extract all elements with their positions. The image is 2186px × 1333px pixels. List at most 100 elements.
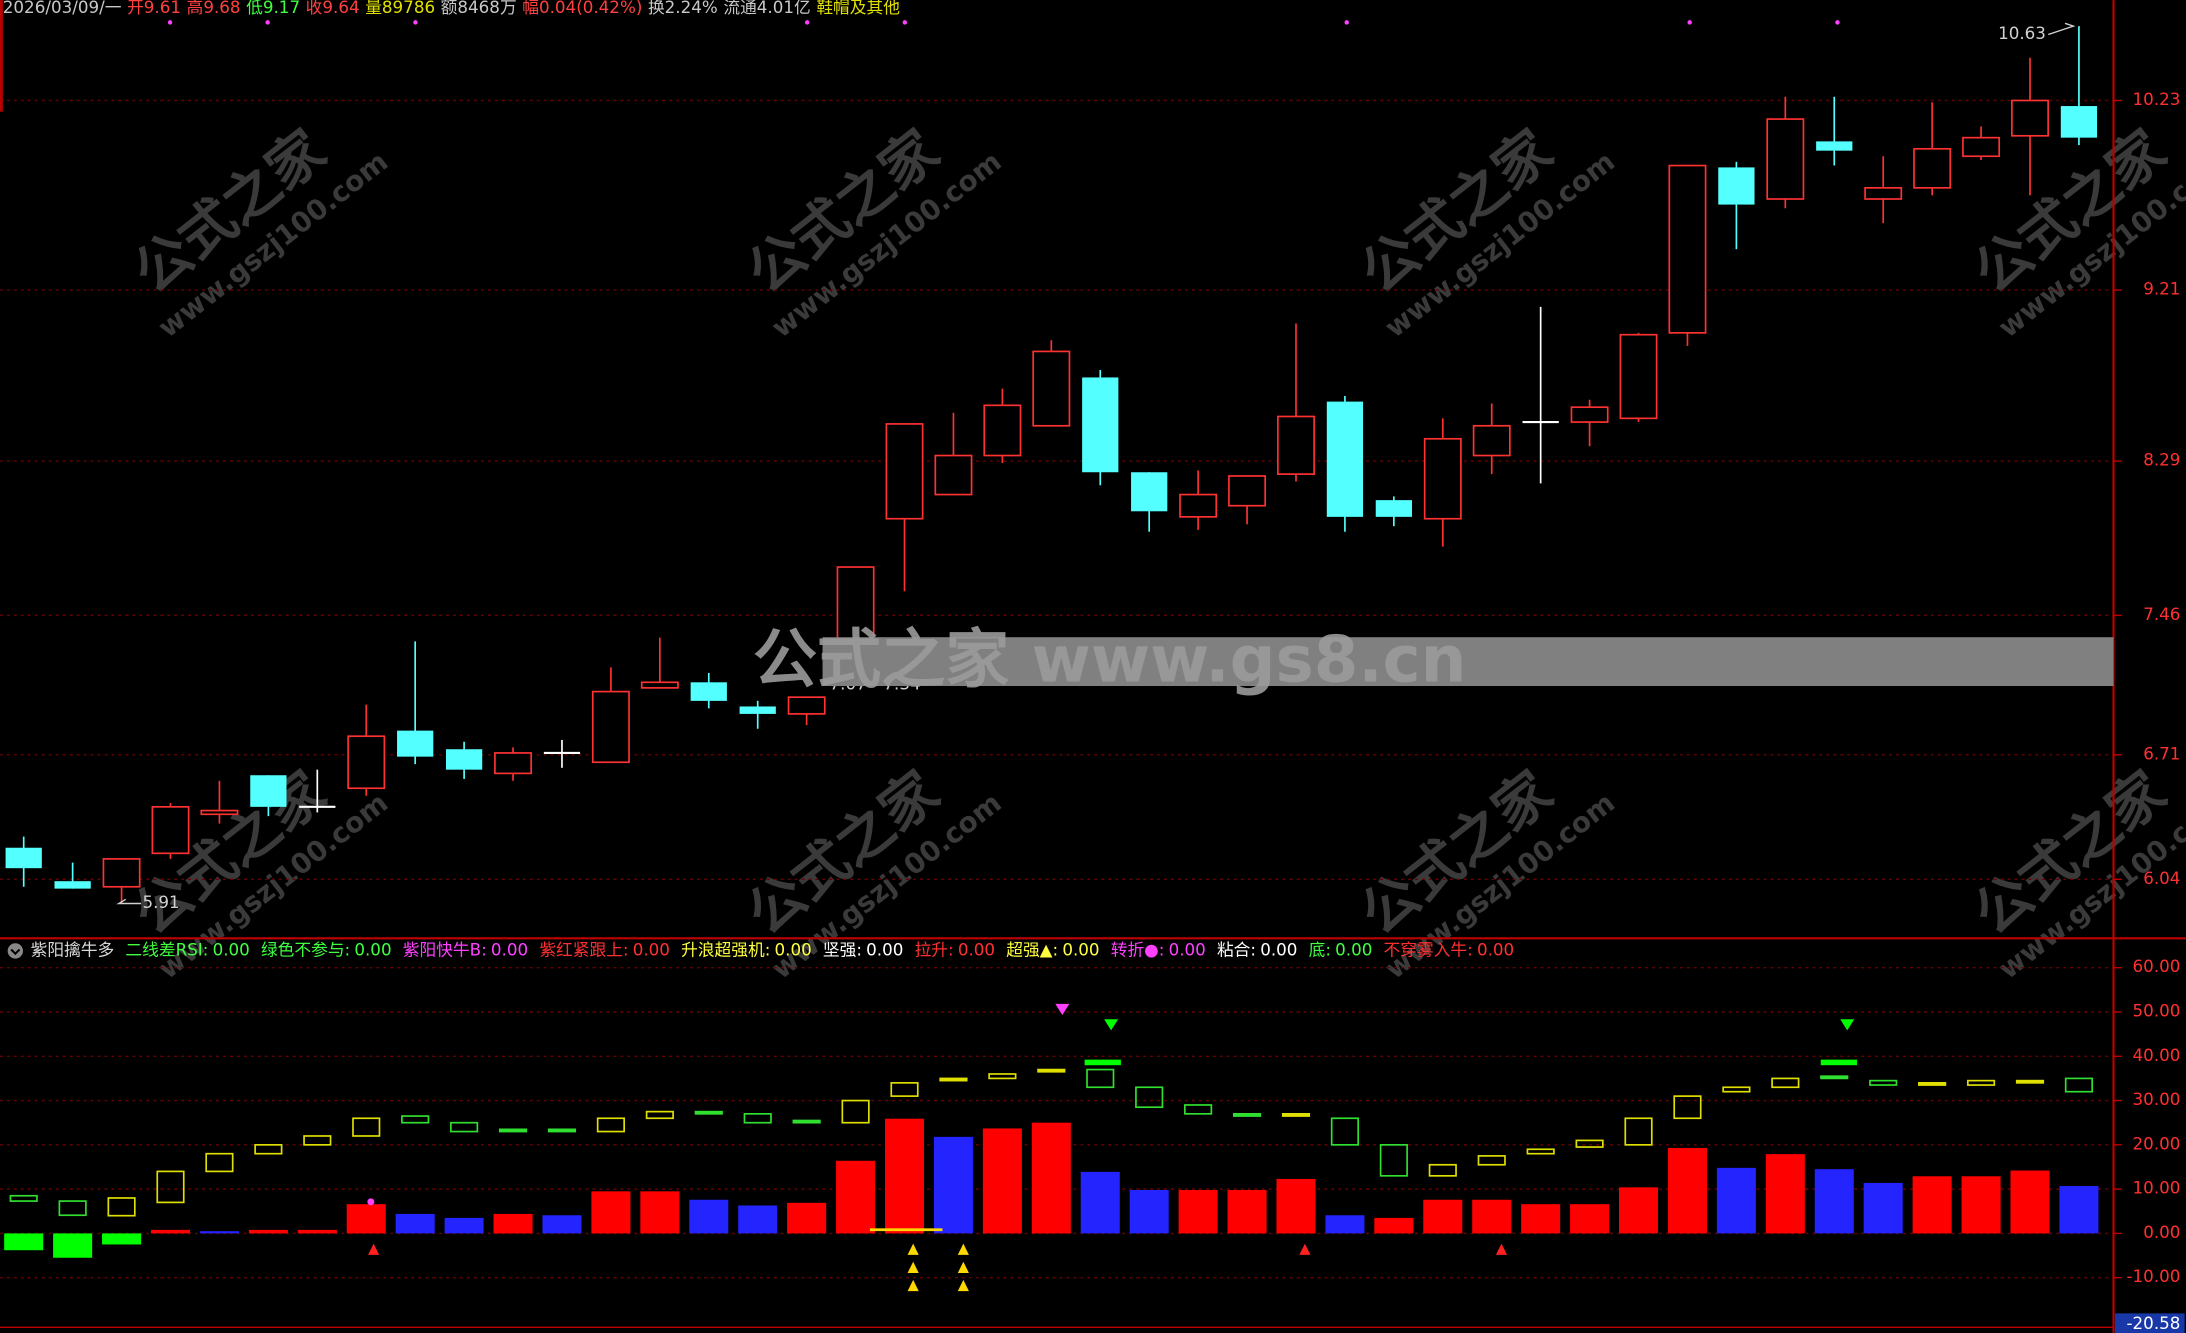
- legend-value: 0.00: [1169, 939, 1206, 959]
- indicator-box: [890, 1082, 919, 1097]
- indicator-box: [547, 1128, 577, 1133]
- indicator-box: [58, 1200, 87, 1217]
- indicator-box: [1820, 1075, 1849, 1080]
- legend-value: 0.00: [491, 939, 528, 959]
- legend-value: 0.00: [1477, 939, 1514, 959]
- indicator-box: [1918, 1082, 1947, 1086]
- header-item: 额8468万: [441, 0, 517, 17]
- candle-body: [397, 730, 434, 757]
- candle-body: [1423, 437, 1462, 520]
- legend-value: 0.00: [1260, 939, 1297, 959]
- candle-body: [787, 696, 826, 715]
- indicator-bar: [1423, 1199, 1463, 1234]
- legend-value: 0.00: [213, 939, 250, 959]
- indicator-box: [645, 1110, 674, 1120]
- header-item: 低9.17: [246, 0, 300, 17]
- indicator-bar: [248, 1229, 288, 1234]
- indicator-bar: [1325, 1215, 1365, 1234]
- indicator-bar: [2059, 1186, 2099, 1234]
- candle-body: [250, 775, 287, 807]
- indicator-box: [1526, 1148, 1555, 1155]
- indicator-box: [1722, 1086, 1751, 1093]
- y-tick-label: 0.00: [2143, 1222, 2180, 1242]
- legend-name: 绿色不参与:: [261, 939, 350, 959]
- header-item: 开9.61: [127, 0, 181, 17]
- indicator-box: [596, 1117, 625, 1133]
- y-tick-label: 50.00: [2133, 1000, 2181, 1020]
- indicator-box: [792, 1119, 821, 1124]
- indicator-box: [1428, 1163, 1457, 1177]
- collapse-icon[interactable]: [7, 943, 24, 959]
- header-item: 收9.64: [306, 0, 360, 17]
- indicator-bar: [1961, 1176, 2001, 1234]
- indicator-box: [988, 1073, 1017, 1080]
- indicator-box: [1184, 1104, 1213, 1115]
- indicator-bar: [1521, 1204, 1561, 1234]
- indicator-bar: [444, 1217, 484, 1234]
- candle-body: [1228, 475, 1267, 507]
- indicator-box: [1135, 1086, 1164, 1109]
- annotation: 10.63: [1998, 23, 2046, 43]
- signal-icons: [167, 20, 1857, 1292]
- legend-name: 底:: [1309, 939, 1331, 959]
- candle-body: [54, 881, 91, 889]
- candle-body: [1082, 377, 1119, 473]
- legend-name: 升浪超强机:: [681, 939, 770, 959]
- y-limit-label: -20.58: [2127, 1313, 2181, 1333]
- indicator-bar: [1472, 1199, 1512, 1234]
- indicator-box: [1624, 1117, 1653, 1146]
- indicator-bar: [884, 1118, 925, 1234]
- indicator-box: [303, 1135, 332, 1146]
- indicator-box: [939, 1077, 968, 1082]
- indicator-box: [1379, 1144, 1408, 1177]
- y-tick-label: 6.71: [2143, 743, 2180, 763]
- legend-name: 转折●:: [1111, 939, 1165, 959]
- indicator-bar: [1912, 1176, 1952, 1234]
- candle-body: [1718, 167, 1755, 205]
- header-item: 鞋帽及其他: [816, 0, 900, 17]
- candle-body: [5, 847, 42, 869]
- candle-body: [1668, 164, 1707, 334]
- indicator-box: [401, 1115, 430, 1124]
- indicator-box: [1966, 1079, 1996, 1086]
- indicator-bar: [1178, 1190, 1218, 1234]
- candle-body: [494, 752, 533, 775]
- indicator-box: [498, 1128, 528, 1133]
- indicator-bar: [1031, 1122, 1071, 1234]
- indicator-bar: [1814, 1169, 1854, 1234]
- candle-body: [1913, 147, 1952, 189]
- indicator-box: [205, 1152, 234, 1173]
- indicator-bar: [1276, 1178, 1316, 1234]
- candle-body: [1179, 493, 1218, 518]
- indicator-bar: [2010, 1170, 2050, 1234]
- candle-body: [591, 690, 630, 764]
- legend-value: 0.00: [1335, 939, 1372, 959]
- candle-body: [347, 735, 386, 790]
- indicator-box: [1232, 1113, 1262, 1117]
- indicator-bar: [1619, 1187, 1659, 1234]
- legend-name: 超强▲:: [1006, 939, 1058, 959]
- indicator-box: [1281, 1113, 1311, 1117]
- indicator-bar: [836, 1160, 876, 1234]
- indicator-box: [1673, 1095, 1702, 1120]
- indicator-bar: [395, 1213, 435, 1234]
- y-tick-label: 60.00: [2133, 956, 2181, 976]
- indicator-box: [841, 1099, 870, 1124]
- limit-label-bg: [2114, 1313, 2185, 1333]
- indicator-box: [1575, 1139, 1604, 1148]
- candle-body: [151, 806, 190, 855]
- candle-body: [1864, 187, 1903, 200]
- indicator-box: [156, 1170, 185, 1204]
- indicator-bar: [102, 1233, 142, 1245]
- legend-name: 不穿雾入牛:: [1384, 939, 1473, 959]
- candle-body: [1766, 118, 1805, 200]
- indicator-title: 紫阳擒牛多: [31, 939, 115, 959]
- legend-name: 紫红紧跟上:: [539, 939, 628, 959]
- indicator-bar: [1863, 1182, 1903, 1234]
- indicator-bar: [689, 1199, 729, 1234]
- indicator-box: [1869, 1079, 1898, 1086]
- candle-body: [690, 682, 727, 701]
- y-tick-label: 20.00: [2133, 1133, 2181, 1153]
- indicator-bar: [1374, 1217, 1414, 1234]
